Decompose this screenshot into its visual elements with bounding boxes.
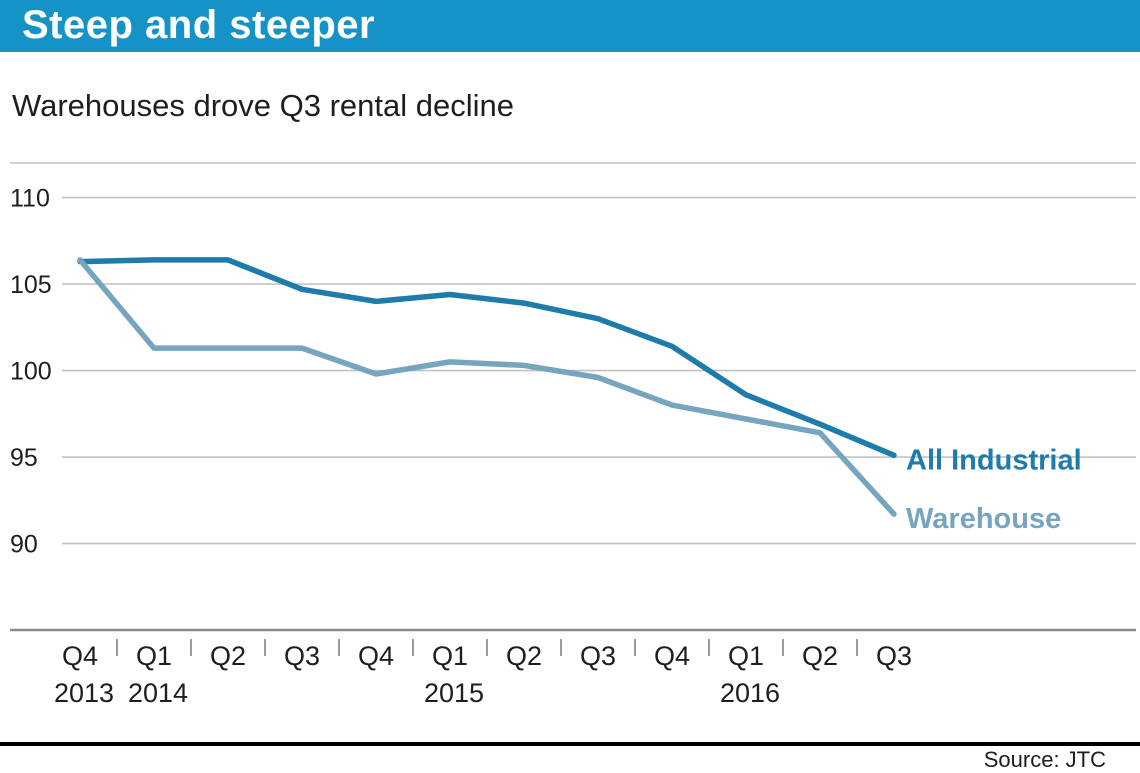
y-axis-label-backing bbox=[6, 441, 62, 474]
x-axis-label-4: Q4 bbox=[358, 641, 394, 671]
y-axis-label-100: 100 bbox=[10, 358, 52, 386]
x-axis-label-10: Q2 bbox=[802, 641, 838, 671]
y-axis-label-95: 95 bbox=[10, 444, 38, 472]
year-label-2015: 2015 bbox=[424, 678, 484, 708]
x-axis-label-7: Q3 bbox=[580, 641, 616, 671]
chart-subtitle: Warehouses drove Q3 rental decline bbox=[12, 88, 515, 123]
y-axis-label-backing bbox=[6, 181, 62, 214]
y-axis-label-105: 105 bbox=[10, 271, 52, 299]
x-axis-label-2: Q2 bbox=[210, 641, 246, 671]
x-axis-label-0: Q4 bbox=[62, 641, 98, 671]
x-axis-label-3: Q3 bbox=[284, 641, 320, 671]
y-axis-label-90: 90 bbox=[10, 531, 38, 559]
x-axis-label-11: Q3 bbox=[876, 641, 912, 671]
series-label-all-industrial: All Industrial bbox=[906, 444, 1082, 476]
y-axis-label-backing bbox=[6, 354, 62, 387]
year-label-2016: 2016 bbox=[720, 678, 780, 708]
series-label-warehouse: Warehouse bbox=[906, 503, 1061, 535]
y-axis-label-backing bbox=[6, 527, 62, 560]
x-axis-label-6: Q2 bbox=[506, 641, 542, 671]
series-line-warehouse bbox=[77, 257, 897, 517]
x-axis-label-1: Q1 bbox=[136, 641, 172, 671]
chart-title: Steep and steeper bbox=[22, 3, 376, 47]
line-chart: 110 105 100 95 90 Q4 Q1 Q2 Q3 Q4 Q1 Q2 Q3 Q4 Q1 Q2 Q3 201… bbox=[6, 162, 1136, 708]
year-label-2014: 2014 bbox=[128, 678, 188, 708]
y-axis-label-110: 110 bbox=[10, 185, 50, 213]
year-label-2013: 2013 bbox=[54, 678, 114, 708]
footer-divider bbox=[0, 742, 1140, 746]
source-credit: Source: JTC bbox=[983, 747, 1106, 772]
series-line-all-industrial bbox=[77, 257, 897, 459]
y-axis-label-backing bbox=[6, 268, 62, 301]
x-axis-label-9: Q1 bbox=[728, 641, 764, 671]
x-axis-label-8: Q4 bbox=[654, 641, 690, 671]
x-axis-label-5: Q1 bbox=[432, 641, 468, 671]
header-banner: Steep and steeper bbox=[0, 0, 1140, 52]
